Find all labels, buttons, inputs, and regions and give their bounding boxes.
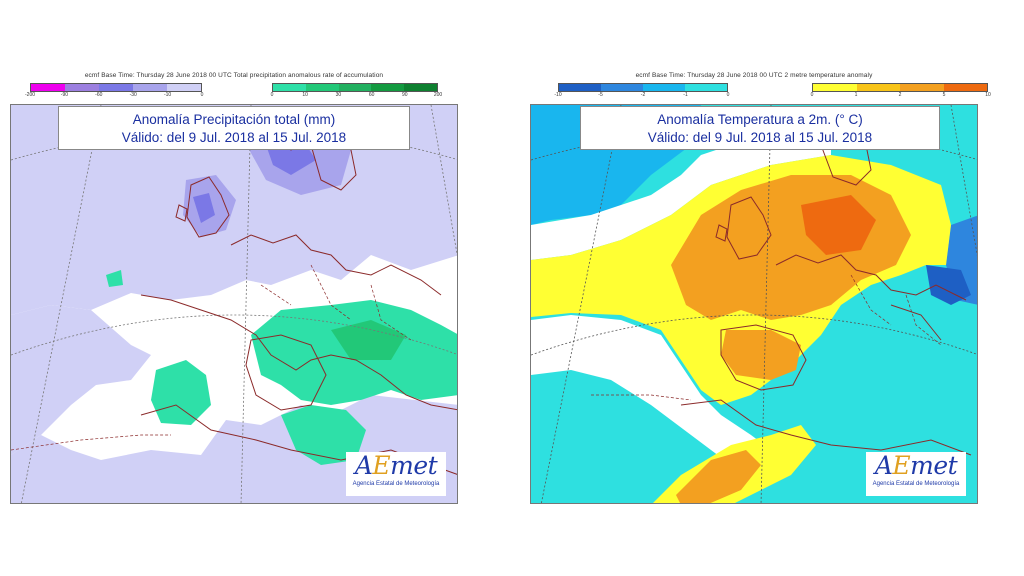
precipitation-anomaly-map-panel: ecmf Base Time: Thursday 28 June 2018 00… [10,72,458,504]
precip-neg-swatch-3 [133,84,167,91]
precip-surplus-spain [281,405,366,465]
temp-neg-swatch-3 [685,84,727,91]
precipitation-map [10,104,458,504]
temperature-colorbar-negative-ticks: -10 -5 -2 -1 0 [554,92,730,98]
temperature-map-graphic [531,105,977,503]
aemet-logo-mark: AEmet [354,451,438,480]
temp-hot-area-sahara [676,450,761,503]
temperature-colorbar-positive-ticks: 0 1 2 5 10 [810,92,991,98]
temperature-colorbar-negative [558,83,728,92]
temp-pos-swatch-3 [943,84,987,91]
precipitation-title: Anomalía Precipitación total (mm) [132,112,336,127]
precip-pos-swatch-0 [273,84,306,91]
precip-neg-tick-label: 0 [200,92,204,98]
precip-neg-tick-label: -60 [95,92,103,98]
precipitation-colorbar-negative [30,83,202,92]
temperature-header: ecmf Base Time: Thursday 28 June 2018 00… [635,72,873,79]
temperature-map [530,104,978,504]
precip-graticule [11,105,457,503]
temp-neg-tick-label: -2 [640,92,646,98]
precipitation-colorbar-negative-ticks: -200 -90 -60 -30 -10 0 [25,92,204,98]
precip-pos-swatch-1 [305,84,339,91]
precip-neg-tick-label: -30 [129,92,137,98]
precip-neg-swatch-1 [65,84,99,91]
temp-pos-tick-label: 5 [942,92,946,98]
precip-pos-tick-label: 30 [335,92,342,98]
aemet-logo-mark: AEmet [874,451,958,480]
temp-neg-tick-label: 0 [726,92,730,98]
aemet-logo-subtitle: Agencia Estatal de Meteorología [352,481,440,487]
precip-neg-tick-label: -90 [60,92,69,98]
precip-pos-tick-label: 10 [302,92,308,98]
temperature-valid-period: Válido: del 9 Jul. 2018 al 15 Jul. 2018 [647,130,873,145]
precip-deficit-area-atlantic [11,305,151,455]
temperature-title: Anomalía Temperatura a 2m. (° C) [657,112,863,127]
temp-neg-tick-label: -1 [683,92,688,98]
precip-surplus-iberia-nw [151,360,211,425]
temp-hot-area-iberia [721,330,801,380]
precip-strongest-deficit-uk [193,193,215,223]
precip-pos-tick-label: 60 [368,92,375,98]
precip-deficit-area-west [11,335,71,405]
precipitation-map-graphic [11,105,457,503]
temp-pos-tick-label: 2 [898,92,902,98]
temp-pos-tick-label: 10 [985,92,991,98]
precipitation-colorbar-positive [272,83,438,92]
precip-neg-tick-label: -200 [24,92,36,98]
temp-neutral-band-west [531,315,791,475]
temp-borders [591,274,942,401]
precip-neg-swatch-2 [99,84,133,91]
precip-borders [11,264,412,451]
precipitation-header: ecmf Base Time: Thursday 28 June 2018 00… [84,72,384,79]
temp-pos-tick-label: 1 [854,92,858,98]
precip-pos-tick-label: 200 [433,92,443,98]
precip-surplus-alps [331,320,406,360]
precip-pos-tick-label: 90 [402,92,408,98]
precip-pos-swatch-2 [338,84,372,91]
precip-neg-swatch-4 [167,84,201,91]
precip-surplus-north [106,270,123,287]
temp-cold-area-balkans [926,265,971,305]
precipitation-colorbar-positive-ticks: 0 10 30 60 90 200 [270,92,443,98]
temp-neutral-band [531,135,831,260]
temp-neg-swatch-2 [643,84,685,91]
precip-neg-swatch-0 [31,84,65,91]
precipitation-valid-period: Válido: del 9 Jul. 2018 al 15 Jul. 2018 [121,130,347,145]
temperature-colorbar-positive [812,83,988,92]
temp-pos-swatch-1 [856,84,900,91]
precip-pos-tick-label: 0 [270,92,274,98]
temperature-anomaly-map-panel: ecmf Base Time: Thursday 28 June 2018 00… [530,72,991,504]
aemet-logo-subtitle: Agencia Estatal de Meteorología [872,481,960,487]
precipitation-title-box: Anomalía Precipitación total (mm) Válido… [58,106,410,150]
temp-pos-swatch-0 [813,84,857,91]
aemet-logo-right: AEmet Agencia Estatal de Meteorología [866,452,966,496]
temperature-title-box: Anomalía Temperatura a 2m. (° C) Válido:… [580,106,940,150]
temp-neg-tick-label: -5 [598,92,603,98]
temp-pos-swatch-2 [900,84,944,91]
temp-hottest-area [801,195,876,255]
aemet-logo-left: AEmet Agencia Estatal de Meteorología [346,452,446,496]
temp-pos-tick-label: 0 [810,92,814,98]
temp-graticule [531,105,977,503]
temp-neg-swatch-0 [559,84,601,91]
temp-neg-tick-label: -10 [554,92,562,98]
precip-neg-tick-label: -10 [163,92,172,98]
precip-pos-swatch-3 [371,84,405,91]
precip-pos-swatch-4 [404,84,437,91]
temp-neg-swatch-1 [601,84,643,91]
